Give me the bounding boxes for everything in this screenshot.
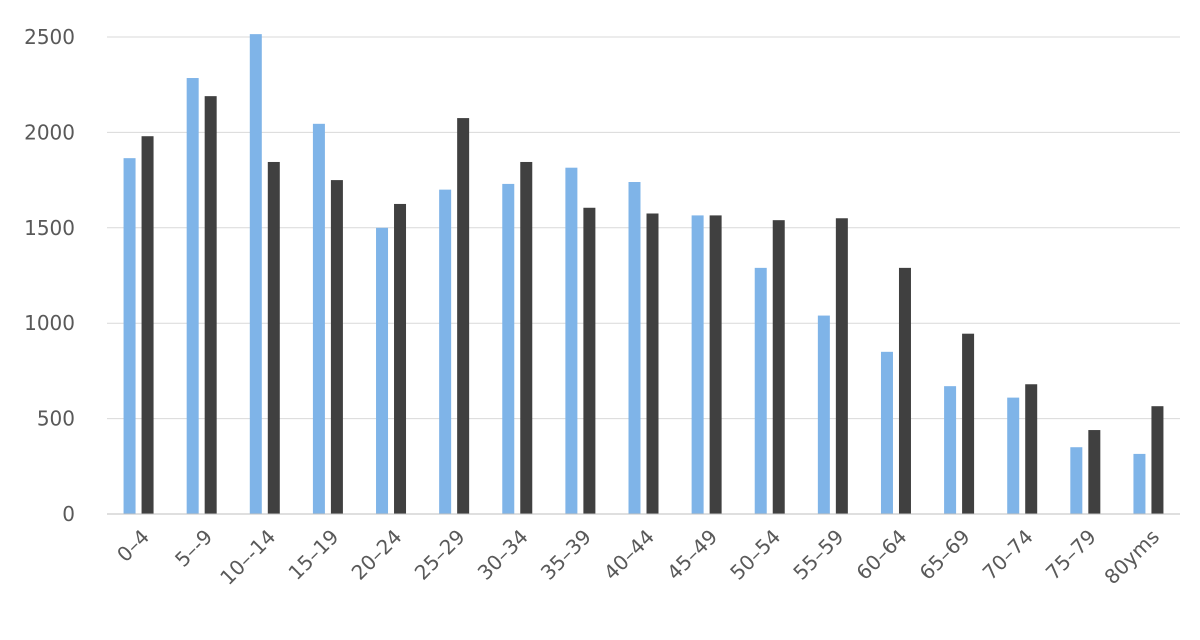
bar-series1 <box>628 182 641 514</box>
x-category-label: 10–-14 <box>215 525 280 590</box>
bar-series2 <box>583 207 596 515</box>
y-tick-label: 500 <box>37 407 75 431</box>
y-tick-label: 0 <box>62 502 75 526</box>
x-category-label: 0–4 <box>112 525 154 567</box>
bar-series1 <box>123 158 136 514</box>
bar-series2 <box>394 203 407 514</box>
x-category-label: 60–64 <box>851 525 911 585</box>
x-axis-category-labels: 0–4 5–-910–-14 15–19 20–24 25–29 30–34 35–39 40… <box>112 525 1164 590</box>
x-category-label: 5–-9 <box>170 525 217 572</box>
y-tick-label: 1000 <box>24 311 75 335</box>
bar-series2 <box>835 218 848 514</box>
bar-series1 <box>1133 453 1146 514</box>
x-category-label: 70–74 <box>978 525 1038 585</box>
x-category-label: 50–54 <box>725 525 785 585</box>
bar-series2 <box>457 118 470 514</box>
bar-series2 <box>1025 384 1038 514</box>
x-category-label: 25–29 <box>410 525 470 585</box>
bar-series2 <box>520 161 533 514</box>
y-axis-tick-labels: 0 500 1000 1500 2000 2500 <box>24 25 75 526</box>
bar-series1 <box>691 215 704 514</box>
x-category-label: 80yms <box>1099 525 1163 589</box>
bar-series2 <box>330 180 343 514</box>
y-tick-label: 2500 <box>24 25 75 49</box>
bar-series1 <box>186 78 199 514</box>
bar-series1 <box>502 183 515 514</box>
x-category-label: 55–59 <box>788 525 848 585</box>
bars <box>123 34 1164 515</box>
bar-series2 <box>709 215 722 514</box>
x-category-label: 35–39 <box>536 525 596 585</box>
bar-series1 <box>376 227 389 515</box>
bar-series2 <box>646 213 659 515</box>
y-tick-label: 1500 <box>24 216 75 240</box>
x-category-label: 20–24 <box>347 525 407 585</box>
bar-series2 <box>1088 430 1101 514</box>
x-category-label: 40–44 <box>599 525 659 585</box>
x-category-label: 45–49 <box>662 525 722 585</box>
bar-series1 <box>754 267 767 514</box>
bar-series2 <box>772 220 785 514</box>
bar-series1 <box>880 351 893 514</box>
bar-series2 <box>267 161 280 514</box>
bar-series2 <box>204 96 217 514</box>
bar-series2 <box>898 267 911 514</box>
bar-series1 <box>1070 447 1083 514</box>
bar-series1 <box>1007 397 1020 514</box>
bar-series1 <box>565 167 578 514</box>
grid-layer <box>107 36 1180 420</box>
y-tick-label: 2000 <box>24 120 75 144</box>
x-category-label: 30–34 <box>473 525 533 585</box>
bar-series1 <box>817 315 830 514</box>
x-category-label: 15–19 <box>283 525 343 585</box>
bar-series2 <box>962 333 975 514</box>
bar-series1 <box>944 386 957 514</box>
bar-series1 <box>312 123 325 515</box>
x-category-label: 75–79 <box>1041 525 1101 585</box>
x-category-label: 65–69 <box>915 525 975 585</box>
bar-series2 <box>1151 406 1164 514</box>
bar-series1 <box>439 189 452 514</box>
bar-series1 <box>249 34 262 514</box>
bar-series2 <box>141 136 154 514</box>
